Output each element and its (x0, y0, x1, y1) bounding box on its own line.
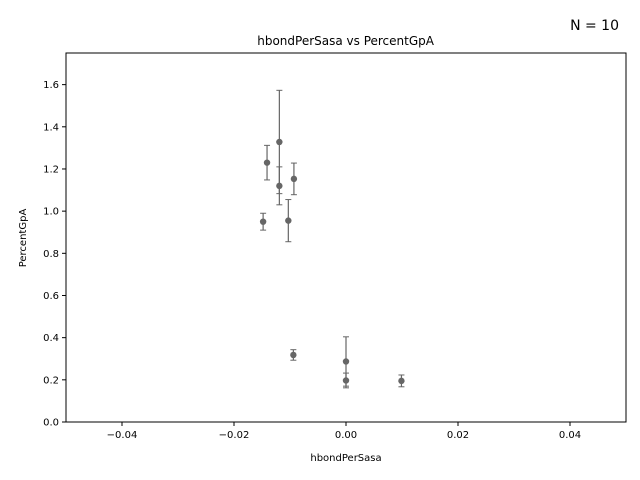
y-tick-label: 0.4 (43, 333, 59, 344)
y-tick-label: 1.4 (43, 122, 59, 133)
y-axis-label: PercentGpA (18, 209, 29, 268)
chart-title: hbondPerSasa vs PercentGpA (257, 34, 435, 48)
data-point (259, 218, 267, 225)
data-point (342, 358, 350, 365)
x-axis-label: hbondPerSasa (310, 453, 381, 464)
y-tick-label: 0.8 (43, 249, 59, 260)
sample-size-annotation: N = 10 (570, 18, 619, 34)
data-point (285, 217, 292, 224)
x-tick-label: 0.00 (335, 430, 357, 441)
y-tick-label: 1.0 (43, 207, 59, 218)
x-axis: −0.04 −0.02 0.00 0.02 0.04 (107, 422, 581, 441)
data-point (276, 182, 283, 190)
plot-area (259, 89, 405, 389)
data-point (290, 351, 297, 359)
data-point (398, 377, 405, 385)
data-point (290, 175, 298, 183)
y-tick-label: 1.6 (43, 80, 59, 91)
y-tick-label: 1.2 (43, 164, 59, 175)
data-point (263, 159, 271, 166)
y-axis: 0.0 0.2 0.4 0.6 0.8 1.0 1.2 1.4 1.6 (43, 80, 66, 429)
y-tick-label: 0.2 (43, 375, 59, 386)
data-point (342, 377, 350, 384)
y-tick-label: 0.6 (43, 291, 59, 302)
x-tick-label: −0.04 (107, 430, 138, 441)
data-point (276, 138, 283, 146)
x-tick-label: 0.02 (447, 430, 469, 441)
x-tick-label: 0.04 (559, 430, 581, 441)
y-tick-label: 0.0 (43, 418, 59, 429)
x-tick-label: −0.02 (219, 430, 250, 441)
